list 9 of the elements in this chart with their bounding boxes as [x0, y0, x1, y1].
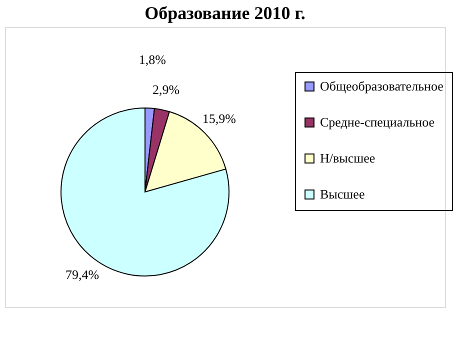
- data-label: 15,9%: [202, 111, 236, 126]
- data-label: 1,8%: [138, 52, 166, 68]
- data-label: 2,9%: [152, 82, 180, 98]
- legend-label: Средне-специальное: [320, 114, 435, 130]
- chart-title: Образование 2010 г.: [144, 3, 306, 23]
- legend-label: Высшее: [320, 186, 365, 202]
- legend-label: Н/высшее: [320, 150, 376, 166]
- data-label: 79,4%: [66, 266, 100, 282]
- legend-label: Общеобразовательное: [320, 78, 444, 94]
